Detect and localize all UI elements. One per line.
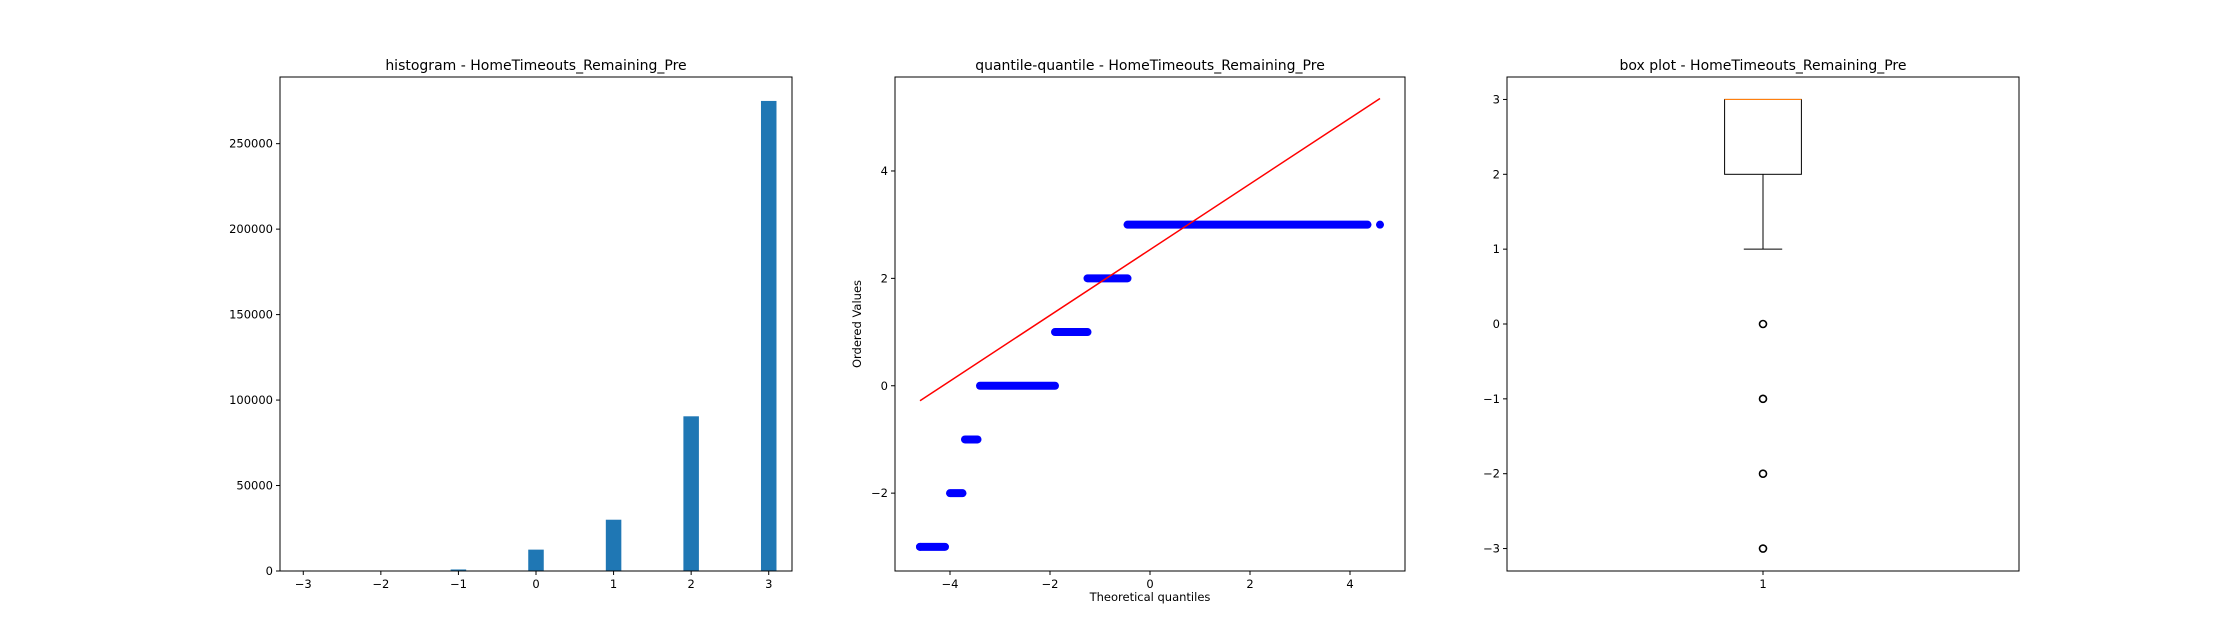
box-plot-y-tick-label: 0 [1493, 317, 1500, 331]
histogram-x-tick-label: 0 [532, 577, 539, 591]
qq-plot-y-axis: −2 0 2 4 [871, 164, 895, 500]
histogram-bar [528, 549, 544, 571]
histogram-x-tick-label: −1 [450, 577, 467, 591]
histogram-y-tick-label: 0 [266, 564, 273, 578]
qq-plot-x-tick-label: −2 [1042, 577, 1059, 591]
box-plot-axes-frame [1506, 76, 2020, 572]
box-plot-y-tick-label: 1 [1493, 242, 1500, 256]
qq-plot-panel: quantile-quantile - HomeTimeouts_Remaini… [850, 58, 1406, 604]
qq-plot-fit-line [919, 97, 1381, 402]
histogram-bar [760, 100, 777, 572]
histogram-x-axis: −3 −2 −1 0 1 2 3 [295, 571, 772, 591]
qq-plot-y-tick-label: 4 [881, 164, 888, 178]
box-plot-x-tick-label: 1 [1759, 577, 1766, 591]
box-plot-outlier [1758, 544, 1768, 553]
box-plot-outlier [1758, 469, 1768, 478]
box-plot-y-tick-label: −2 [1483, 467, 1500, 481]
histogram-y-axis: 0 50000 100000 150000 200000 250000 [229, 137, 280, 578]
histogram-x-tick-label: 2 [687, 577, 694, 591]
box-plot-x-axis: 1 [1759, 571, 1767, 591]
box-plot-outlier [1758, 394, 1768, 404]
box-plot-outlier [1758, 319, 1768, 329]
qq-plot-axes-frame [894, 76, 1406, 572]
qq-plot-x-tick-label: 2 [1246, 577, 1253, 591]
histogram-bars [295, 100, 777, 572]
histogram-x-tick-label: −2 [372, 577, 389, 591]
histogram-axes-frame [279, 76, 793, 572]
histogram-bar [605, 519, 622, 571]
box-plot-y-tick-label: −1 [1483, 392, 1500, 406]
qq-plot-x-tick-label: 4 [1346, 577, 1353, 591]
histogram-bar [450, 569, 467, 571]
qq-plot-x-axis: −4 −2 0 2 4 [942, 571, 1354, 591]
histogram-y-tick-label: 250000 [229, 137, 273, 151]
histogram-title: histogram - HomeTimeouts_Remaining_Pre [385, 58, 686, 74]
qq-plot-x-tick-label: −4 [942, 577, 959, 591]
histogram-y-tick-label: 200000 [229, 222, 273, 236]
histogram-x-tick-label: 3 [765, 577, 772, 591]
qq-plot-point [1376, 220, 1384, 229]
box-plot-panel: box plot - HomeTimeouts_Remaining_Pre 1 … [1483, 58, 2020, 591]
qq-plot-y-tick-label: −2 [871, 486, 888, 500]
box-plot-box [1724, 98, 1802, 250]
histogram-bar [683, 416, 699, 571]
qq-plot-title: quantile-quantile - HomeTimeouts_Remaini… [975, 58, 1325, 74]
box-plot-iqr-box [1724, 98, 1802, 175]
qq-plot-x-tick-label: 0 [1146, 577, 1153, 591]
box-plot-y-axis: −3 −2 −1 0 1 2 3 [1483, 92, 1507, 556]
qq-plot-y-tick-label: 2 [881, 271, 888, 285]
box-plot-y-tick-label: 3 [1493, 92, 1500, 106]
histogram-y-tick-label: 50000 [236, 479, 273, 493]
histogram-x-tick-label: −3 [295, 577, 312, 591]
qq-plot-y-axis-label: Ordered Values [850, 280, 864, 368]
qq-plot-x-axis-label: Theoretical quantiles [1089, 590, 1211, 604]
histogram-x-tick-label: 1 [610, 577, 617, 591]
box-plot-y-tick-label: −3 [1483, 542, 1500, 556]
qq-plot-y-tick-label: 0 [881, 379, 888, 393]
box-plot-title: box plot - HomeTimeouts_Remaining_Pre [1620, 58, 1907, 74]
qq-plot-point [916, 542, 924, 551]
box-plot-outliers [1758, 319, 1768, 553]
qq-plot-points [916, 220, 1384, 551]
histogram-panel: histogram - HomeTimeouts_Remaining_Pre −… [229, 58, 793, 591]
histogram-y-tick-label: 100000 [229, 393, 273, 407]
histogram-y-tick-label: 150000 [229, 308, 273, 322]
box-plot-y-tick-label: 2 [1493, 167, 1500, 181]
